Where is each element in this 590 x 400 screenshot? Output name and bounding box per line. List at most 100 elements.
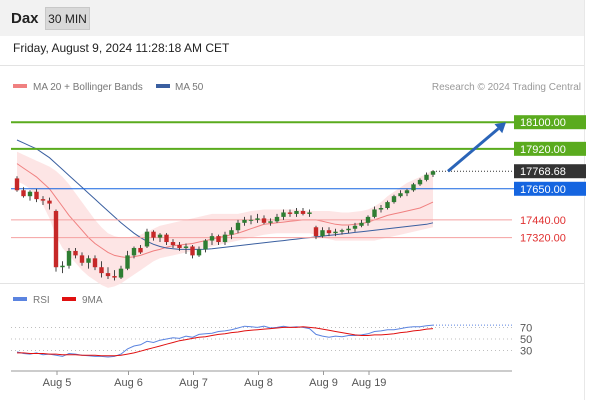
candle-up [183, 246, 189, 248]
forecast-arrow-head [494, 122, 506, 134]
candle-up [157, 234, 163, 238]
candle-up [274, 216, 280, 222]
candle-up [255, 218, 260, 220]
candle-up [222, 234, 228, 243]
candle-up [365, 216, 371, 223]
level-label-support: 17440.00 [520, 215, 566, 227]
candle-up [86, 258, 91, 263]
x-axis: Aug 5 Aug 6 Aug 7 Aug 8 Aug 9 Aug 19 [11, 370, 512, 389]
level-label-current: 17768.68 [520, 166, 566, 178]
candle-up [118, 268, 124, 278]
candle-up [339, 230, 345, 232]
ma50-legend-label: MA 50 [175, 82, 204, 93]
candle-up [372, 209, 377, 217]
candle-up [385, 202, 390, 209]
panel-divider [0, 283, 584, 284]
ma50-line [16, 139, 434, 250]
timeframe-button[interactable]: 30 MIN [45, 7, 90, 30]
x-tick-label: Aug 5 [43, 377, 72, 389]
candle-up [352, 225, 358, 229]
candle-down [164, 234, 169, 243]
level-label-bg-resistance [514, 115, 586, 130]
level-label-bg-current [514, 164, 586, 179]
candle-down [177, 245, 182, 248]
candle-down [105, 273, 111, 277]
candle-down [40, 199, 46, 201]
candle-down [216, 236, 221, 243]
candle-up [411, 184, 416, 191]
header-divider [0, 65, 584, 66]
level-labels: 18100.00 17920.00 17768.68 17650.00 17440.00… [514, 115, 586, 245]
candle-down [151, 231, 156, 238]
x-tick-label: Aug 9 [309, 377, 338, 389]
candle-up [430, 171, 436, 175]
candle-up [404, 190, 410, 194]
ma20-legend-swatch [13, 84, 27, 88]
rsi-tick-label: 70 [520, 322, 532, 334]
candle-down [300, 210, 306, 214]
candle-down [138, 247, 143, 253]
candle-up [60, 265, 65, 268]
candle-up [27, 191, 33, 197]
rsi-tick-label: 50 [520, 334, 532, 346]
copyright-label: Research © 2024 Trading Central [432, 82, 581, 93]
candle-up [424, 174, 429, 180]
rsi-tick-label: 30 [520, 346, 532, 358]
instrument-title: Dax [11, 10, 39, 27]
candle-up [235, 222, 241, 231]
instrument-header: Dax 30 MIN [0, 0, 584, 36]
candle-up [248, 219, 254, 221]
candle-down [287, 212, 293, 214]
rsi-legend-label: RSI [33, 295, 50, 306]
candle-down [261, 218, 267, 223]
level-label-support: 17320.00 [520, 233, 566, 245]
candle-up [294, 210, 299, 214]
level-label-resistance: 18100.00 [520, 117, 566, 129]
candle-up [242, 219, 247, 223]
level-label-resistance: 17920.00 [520, 144, 566, 156]
candle-down [79, 255, 85, 263]
ma50-legend-swatch [156, 84, 170, 88]
rsi-ma-line [17, 326, 434, 357]
candle-up [125, 255, 130, 269]
forecast-arrow-shaft [447, 127, 500, 173]
candle-up [307, 212, 312, 214]
rsi-legend-swatch [13, 297, 27, 301]
x-tick-label: Aug 8 [244, 377, 273, 389]
candle-up [398, 193, 403, 197]
x-tick-label: Aug 6 [114, 377, 143, 389]
candle-up [229, 230, 234, 235]
chart-datetime: Friday, August 9, 2024 11:28:18 AM CET [13, 41, 230, 55]
candle-down [326, 230, 332, 234]
candle-up [66, 250, 72, 266]
forecast-arrow [447, 122, 506, 173]
candle-down [73, 250, 78, 256]
candle-down [47, 200, 52, 204]
candle-up [131, 247, 137, 256]
candle-up [320, 230, 325, 237]
right-border [584, 0, 585, 400]
candle-down [53, 210, 59, 268]
candle-up [196, 249, 202, 256]
candle-down [21, 190, 26, 197]
candle-up [417, 179, 423, 185]
x-tick-label: Aug 19 [352, 377, 387, 389]
x-tick-label: Aug 7 [179, 377, 208, 389]
candle-up [209, 236, 215, 241]
candlesticks [14, 170, 436, 281]
candle-up [268, 221, 273, 223]
candle-down [92, 258, 98, 268]
candle-down [112, 276, 117, 278]
rsi-ma-legend-swatch [62, 297, 76, 301]
candle-up [346, 228, 351, 231]
candle-down [190, 246, 195, 256]
rsi-ma-legend-label: 9MA [82, 295, 103, 306]
candle-up [333, 231, 338, 234]
level-label-pivot: 17650.00 [520, 184, 566, 196]
rsi-line [16, 324, 434, 358]
candle-down [14, 178, 20, 191]
candle-up [391, 196, 397, 203]
candle-up [378, 208, 384, 210]
